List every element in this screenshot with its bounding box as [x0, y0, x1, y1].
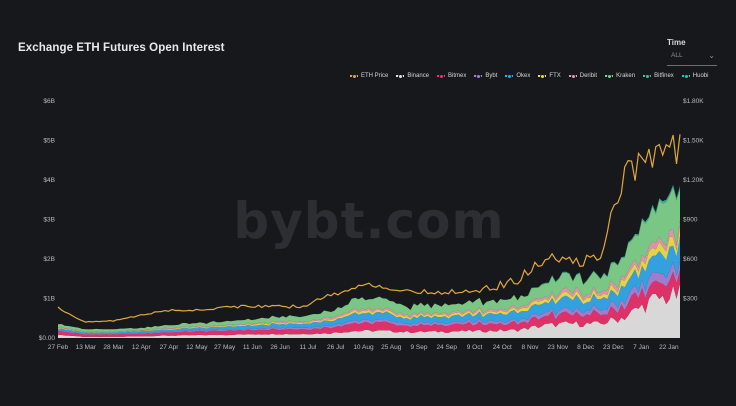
area-bitmex: [58, 270, 680, 337]
area-kraken: [58, 187, 680, 332]
legend-label: Binance: [407, 73, 430, 79]
legend-swatch: [350, 73, 358, 79]
chevron-down-icon: ⌄: [708, 51, 715, 60]
x-axis-tick: 27 Apr: [160, 344, 180, 351]
y-axis-right-tick: $900: [683, 217, 698, 224]
legend-item-binance[interactable]: Binance: [396, 73, 429, 79]
y-axis-right-tick: $1.80K: [683, 98, 704, 105]
time-range-value: ALL: [671, 52, 683, 59]
x-axis-tick: 8 Dec: [577, 344, 595, 351]
x-axis-tick: 13 Mar: [76, 344, 97, 351]
legend-label: Okex: [516, 73, 531, 79]
x-axis-tick: 11 Jul: [299, 344, 316, 351]
y-axis-left-tick: $6B: [43, 98, 55, 105]
y-axis-left-tick: $3B: [43, 217, 55, 224]
chart-title: Exchange ETH Futures Open Interest: [18, 42, 225, 54]
legend-label: FTX: [549, 73, 561, 79]
y-axis-left-tick: $1B: [43, 296, 55, 303]
legend-swatch: [437, 73, 446, 79]
legend-swatch: [505, 73, 514, 79]
legend-swatch: [568, 73, 577, 79]
y-axis-left-tick: $2B: [43, 256, 55, 263]
y-axis-left-tick: $5B: [43, 138, 55, 145]
y-axis-right-tick: $1.50K: [683, 138, 704, 145]
y-axis-left-tick: $4B: [43, 177, 55, 184]
legend-swatch: [396, 73, 405, 79]
legend-swatch: [538, 73, 547, 79]
x-axis-tick: 24 Sep: [436, 344, 457, 351]
x-axis-tick: 12 May: [186, 344, 208, 351]
time-range-select[interactable]: ALL ⌄: [667, 50, 717, 66]
x-axis-tick: 27 May: [214, 344, 236, 351]
y-axis-left-tick: $0.00: [39, 335, 56, 342]
legend-item-bitfinex[interactable]: Bitfinex: [643, 73, 674, 79]
x-axis-tick: 28 Mar: [103, 344, 124, 351]
x-axis-tick: 8 Nov: [522, 344, 540, 351]
x-axis-tick: 25 Aug: [381, 344, 402, 351]
legend-item-deribit[interactable]: Deribit: [568, 73, 598, 79]
legend-item-ftx[interactable]: FTX: [538, 73, 561, 79]
legend-item-bybt[interactable]: Bybt: [474, 73, 497, 79]
legend-item-huobi[interactable]: Huobi: [681, 73, 709, 79]
area-ftx: [58, 226, 680, 333]
legend-item-okex[interactable]: Okex: [505, 73, 530, 79]
legend-label: Bitmex: [448, 73, 467, 79]
x-axis-tick: 10 Aug: [353, 344, 374, 351]
x-axis-tick: 11 Jun: [243, 344, 262, 351]
y-axis-right-tick: $300: [683, 296, 698, 303]
legend-label: Deribit: [579, 73, 598, 79]
x-axis-tick: 7 Jan: [633, 344, 649, 351]
legend-label: Huobi: [692, 73, 709, 79]
x-axis-tick: 24 Oct: [493, 344, 512, 351]
x-axis-tick: 22 Jan: [659, 344, 679, 351]
legend-swatch: [681, 73, 690, 79]
legend-swatch: [605, 73, 614, 79]
legend-item-eth-price[interactable]: ETH Price: [350, 73, 388, 79]
area-binance: [58, 283, 680, 338]
x-axis-tick: 26 Jun: [270, 344, 290, 351]
watermark: bybt.com: [233, 192, 504, 250]
legend-label: ETH Price: [361, 73, 389, 79]
legend-swatch: [474, 73, 483, 79]
legend-swatch: [643, 73, 652, 79]
chart-legend: ETH Price Binance Bitmex Bybt Okex FTX Deribit…: [350, 71, 708, 81]
eth-price-line: [57, 134, 681, 323]
legend-item-bitmex[interactable]: Bitmex: [437, 73, 466, 79]
y-axis-right-tick: $1.20K: [683, 177, 704, 184]
x-axis-tick: 9 Sep: [410, 344, 427, 351]
area-okex: [58, 236, 680, 334]
legend-label: Bitfinex: [654, 73, 674, 79]
x-axis-tick: 27 Feb: [48, 344, 69, 351]
time-filter-label: Time: [667, 38, 686, 47]
x-axis-tick: 23 Dec: [603, 344, 624, 351]
x-axis-tick: 9 Oct: [467, 344, 483, 351]
legend-label: Kraken: [616, 73, 636, 79]
x-axis-tick: 26 Jul: [327, 344, 345, 351]
x-axis-tick: 12 Apr: [132, 344, 152, 351]
y-axis-right-tick: $600: [683, 256, 698, 263]
x-axis-tick: 23 Nov: [548, 344, 569, 351]
legend-item-kraken[interactable]: Kraken: [605, 73, 635, 79]
legend-label: Bybt: [485, 73, 498, 79]
